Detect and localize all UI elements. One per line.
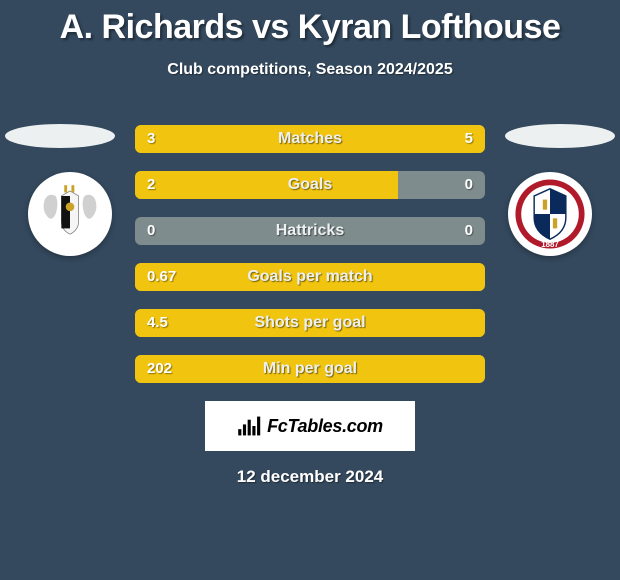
stat-label: Matches [135,125,485,153]
attribution-icon [237,415,263,437]
stat-right-value: 0 [465,171,473,199]
stat-right-value: 0 [465,217,473,245]
platform-right [505,124,615,148]
stat-row: 2 Goals 0 [135,171,485,199]
stat-row: 0 Hattricks 0 [135,217,485,245]
stat-label: Shots per goal [135,309,485,337]
stat-label: Min per goal [135,355,485,383]
platform-left [5,124,115,148]
stat-label: Hattricks [135,217,485,245]
attribution-box: FcTables.com [205,401,415,451]
page-title: A. Richards vs Kyran Lofthouse [0,0,620,47]
date-text: 12 december 2024 [135,467,485,487]
stat-label: Goals [135,171,485,199]
stat-row: 3 Matches 5 [135,125,485,153]
page-subtitle: Club competitions, Season 2024/2025 [0,61,620,79]
stat-row: 0.67 Goals per match [135,263,485,291]
team-crest-right: 1887 [508,172,592,256]
crest-left-icon [34,178,106,250]
team-crest-left [28,172,112,256]
stat-label: Goals per match [135,263,485,291]
crest-right-icon: 1887 [514,178,586,250]
attribution-text: FcTables.com [267,416,383,437]
svg-text:1887: 1887 [541,240,559,249]
stats-bars: 3 Matches 5 2 Goals 0 0 Hattricks 0 0.67… [135,125,485,487]
stat-right-value: 5 [465,125,473,153]
stat-row: 4.5 Shots per goal [135,309,485,337]
stat-row: 202 Min per goal [135,355,485,383]
